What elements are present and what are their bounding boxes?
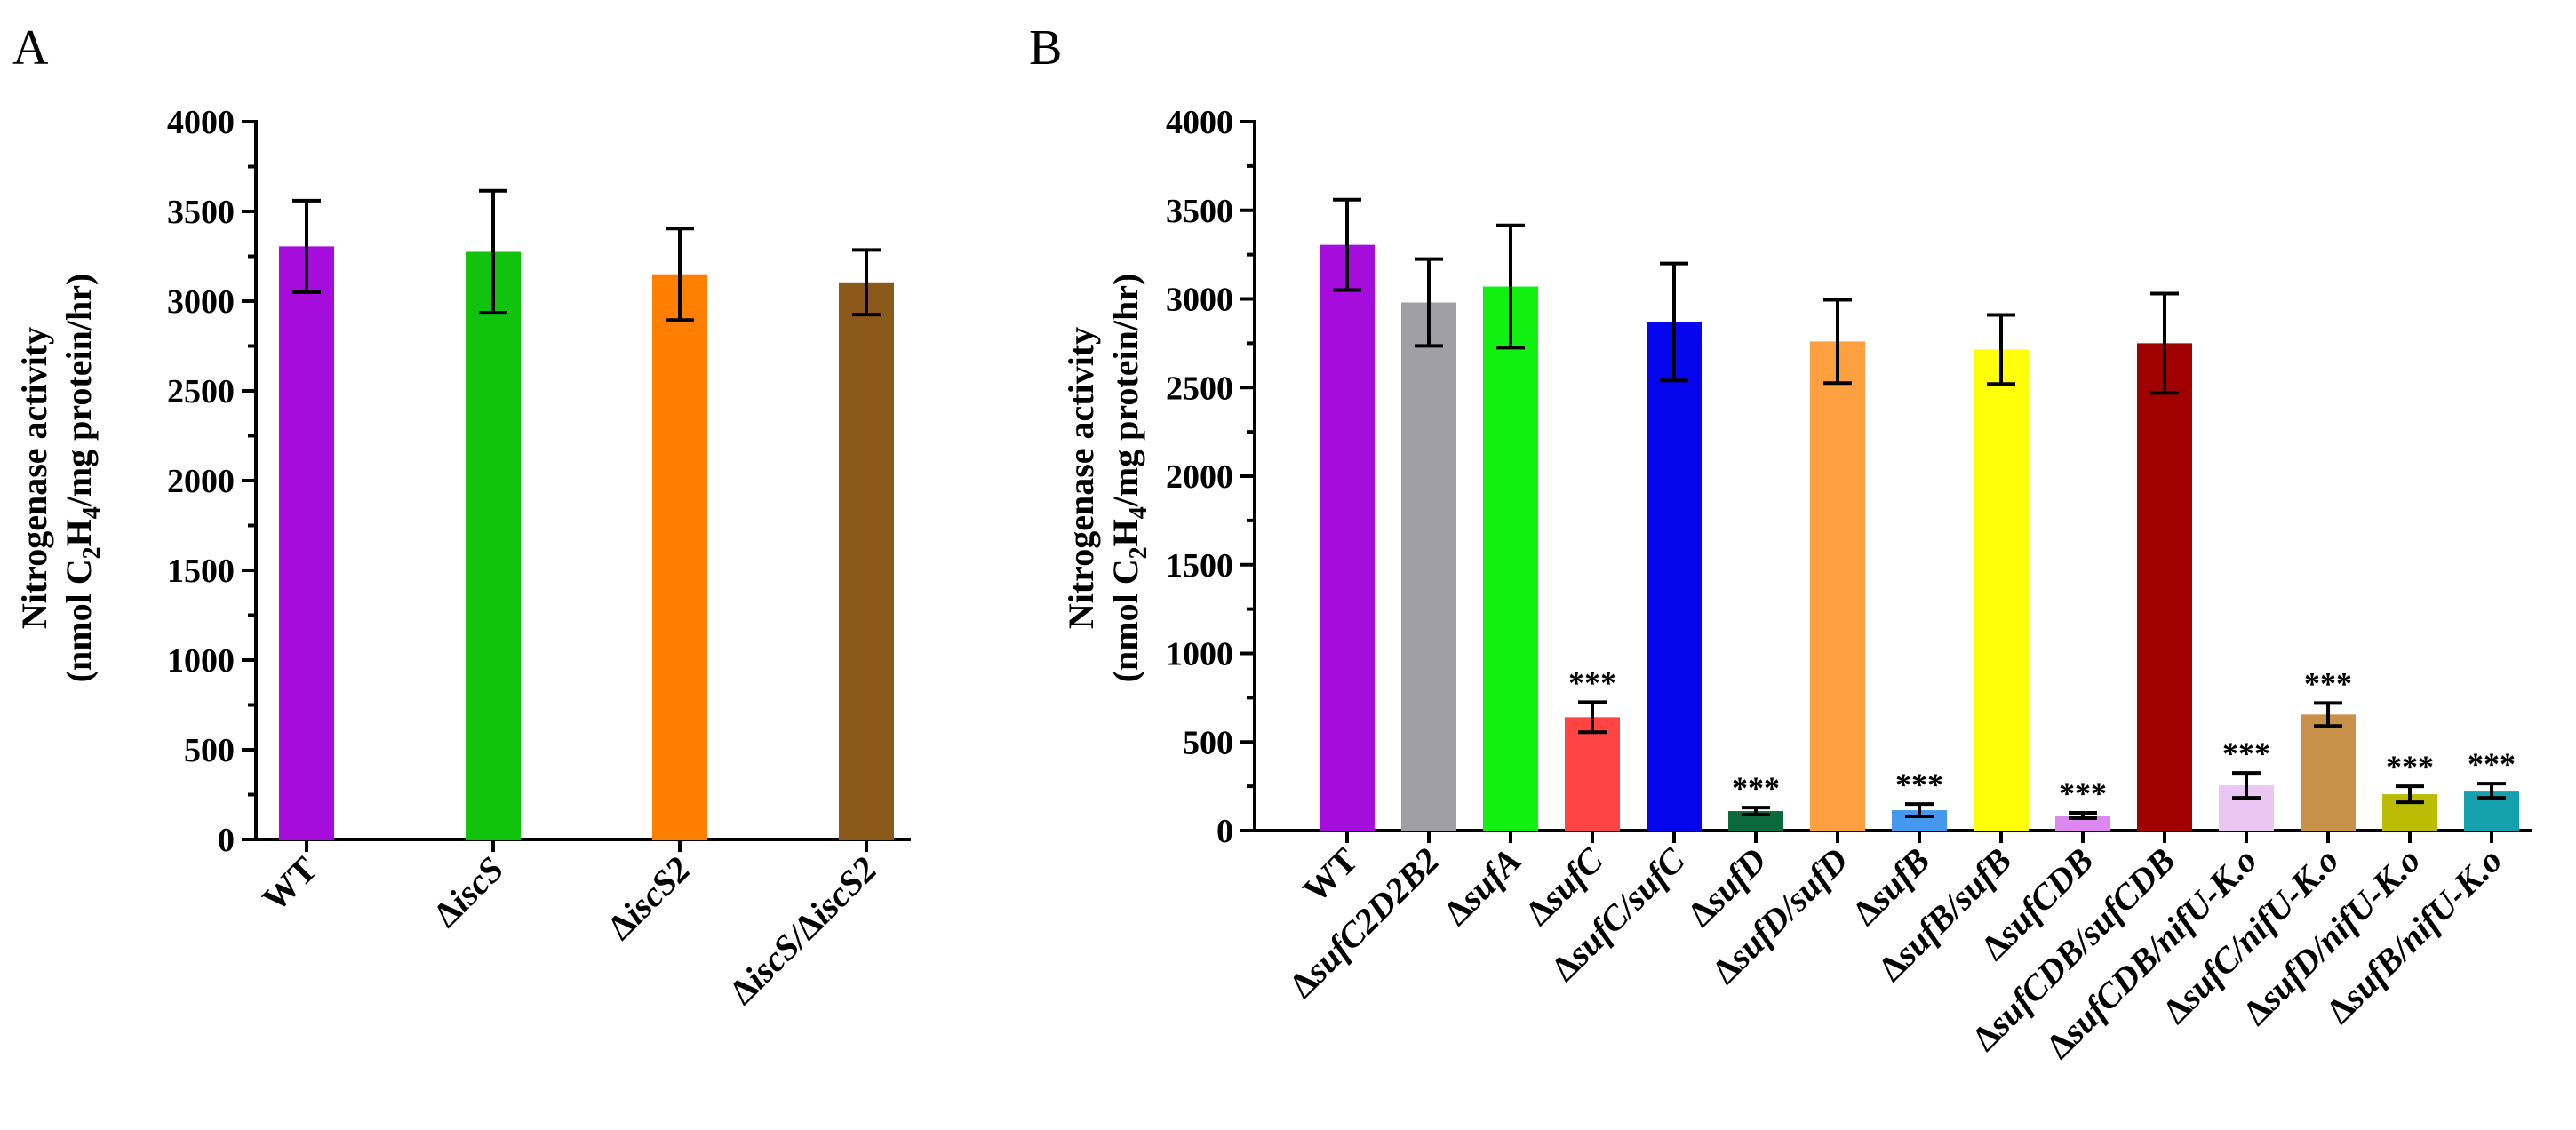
significance-label: *** <box>1568 664 1616 700</box>
significance-label: *** <box>1732 770 1780 806</box>
y-tick-label: 3500 <box>1166 193 1233 230</box>
y-axis-label-line1: Nitrogenase activity <box>14 327 54 629</box>
error-bar <box>2069 811 2097 821</box>
category-label: ΔiscS <box>426 849 512 935</box>
y-tick-label: 500 <box>184 732 235 769</box>
category-label: ΔsufC2D2B2 <box>1281 840 1447 1006</box>
y-tick-label: 2000 <box>1166 458 1233 496</box>
significance-label: *** <box>2468 746 2516 782</box>
y-tick-label: 1500 <box>167 553 235 590</box>
bar <box>1320 244 1375 832</box>
bar <box>466 251 521 840</box>
y-tick-label: 3000 <box>1166 282 1233 319</box>
error-bar <box>666 227 694 322</box>
error-bar <box>292 198 321 294</box>
bar <box>1974 349 2029 831</box>
y-tick-label: 2500 <box>1166 370 1233 407</box>
y-axis-label: Nitrogenase activity (nmol C2H4/mg protei… <box>14 274 106 683</box>
y-tick-label: 1500 <box>1166 547 1233 585</box>
error-bar <box>2232 771 2261 800</box>
y-tick-label: 2000 <box>167 463 235 500</box>
error-bar <box>1823 298 1852 386</box>
y-tick-label: 500 <box>1183 724 1233 761</box>
significance-label: *** <box>2059 776 2107 811</box>
panel-a: A 0 500 1000 1500 2000 2500 3000 3500 4000 Nitroge… <box>12 20 911 1012</box>
significance-label: *** <box>2304 665 2352 701</box>
bar <box>839 282 894 840</box>
error-bar <box>2396 784 2424 805</box>
bar <box>2301 714 2356 831</box>
bar <box>1565 717 1620 831</box>
bar <box>1401 302 1456 831</box>
y-tick-label: 3000 <box>167 283 235 321</box>
error-bar <box>1578 700 1607 735</box>
panel-label: B <box>1029 20 1062 76</box>
category-label: ΔiscS/ΔiscS2 <box>722 849 885 1013</box>
bar <box>1647 322 1702 831</box>
category-label: ΔsufA <box>1436 840 1529 934</box>
panel-label: A <box>12 20 49 76</box>
y-axis-label: Nitrogenase activity (nmol C2H4/mg protei… <box>1061 274 1152 683</box>
significance-label: *** <box>1895 767 1943 802</box>
error-bar <box>479 188 507 315</box>
category-label: WT <box>254 848 324 919</box>
y-tick-label: 1000 <box>167 642 235 680</box>
bar <box>652 274 707 840</box>
bar <box>1483 286 1538 831</box>
y-tick-label: 1000 <box>1166 636 1233 673</box>
error-bar <box>2150 291 2179 395</box>
bar <box>1810 341 1865 831</box>
error-bar <box>1333 197 1361 292</box>
error-bar <box>1660 261 1688 383</box>
panel-b: B 0 500 1000 1500 2000 2500 3000 3500 4000 Nitroge… <box>1029 20 2532 1066</box>
y-axis-label-line2: (nmol C2H4/mg protein/hr) <box>1105 274 1152 683</box>
y-tick-label: 0 <box>1216 813 1233 850</box>
category-label: ΔiscS2 <box>600 849 698 948</box>
y-tick-label: 2500 <box>167 373 235 410</box>
bar <box>279 246 334 840</box>
y-axis-label-line1: Nitrogenase activity <box>1061 327 1101 629</box>
error-bar <box>1415 257 1443 348</box>
y-tick-label: 3500 <box>167 194 235 231</box>
y-axis-label-line2: (nmol C2H4/mg protein/hr) <box>59 274 106 683</box>
significance-label: *** <box>2222 736 2270 771</box>
bar <box>2137 343 2192 831</box>
error-bar <box>2314 701 2342 728</box>
error-bar <box>1987 313 2015 386</box>
error-bar <box>1905 802 1934 819</box>
error-bar <box>1496 223 1525 350</box>
error-bar <box>1742 806 1770 817</box>
category-label: WT <box>1295 840 1365 910</box>
y-tick-label: 4000 <box>167 104 235 141</box>
error-bar <box>852 248 881 317</box>
error-bar <box>2477 782 2506 800</box>
y-tick-label: 4000 <box>1166 104 1233 141</box>
y-tick-label: 0 <box>218 822 235 859</box>
significance-label: *** <box>2386 749 2434 784</box>
